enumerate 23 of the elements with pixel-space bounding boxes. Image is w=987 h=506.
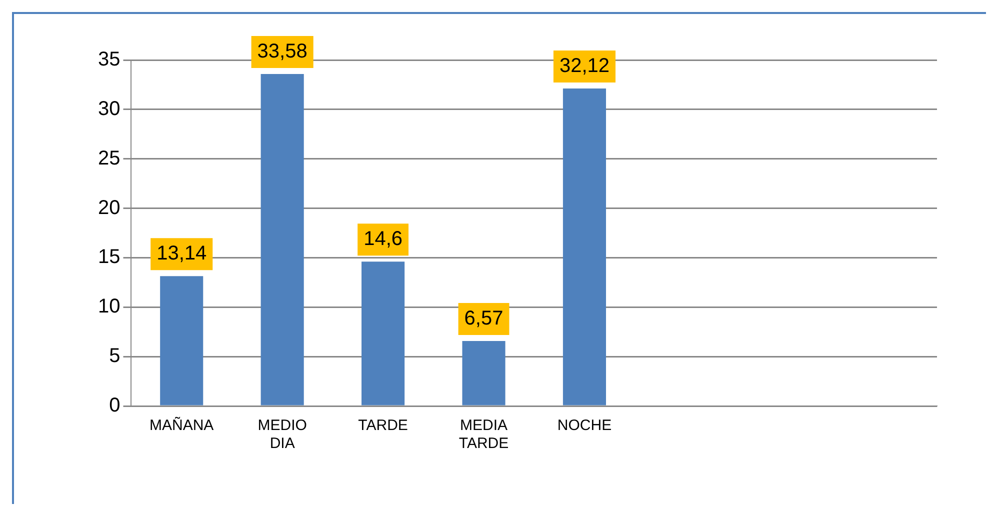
- x-tick-label: NOCHE: [557, 417, 612, 434]
- data-label: 13,14: [156, 242, 207, 265]
- y-tick-label: 25: [98, 147, 120, 170]
- data-label: 32,12: [559, 54, 610, 77]
- x-tick-label: MEDIO DIA: [258, 417, 307, 452]
- bar: [462, 341, 506, 406]
- y-tick-label: 10: [98, 296, 120, 318]
- bar: [562, 88, 606, 406]
- x-tick-label: MAÑANA: [150, 416, 214, 434]
- y-tick-label: 5: [109, 345, 120, 368]
- data-label: 6,57: [464, 308, 504, 330]
- x-tick-label: TARDE: [358, 417, 408, 434]
- y-tick-label: 30: [98, 98, 120, 120]
- bar: [260, 74, 304, 406]
- y-tick-label: 35: [98, 48, 120, 71]
- y-tick-label: 0: [109, 394, 120, 417]
- y-tick-label: 15: [98, 246, 120, 268]
- bar: [362, 262, 405, 406]
- x-tick-label: MEDIA TARDE: [458, 417, 509, 452]
- y-tick-label: 20: [98, 196, 120, 219]
- data-label: 33,58: [257, 40, 308, 63]
- bar: [160, 276, 204, 406]
- data-label: 14,6: [364, 228, 403, 250]
